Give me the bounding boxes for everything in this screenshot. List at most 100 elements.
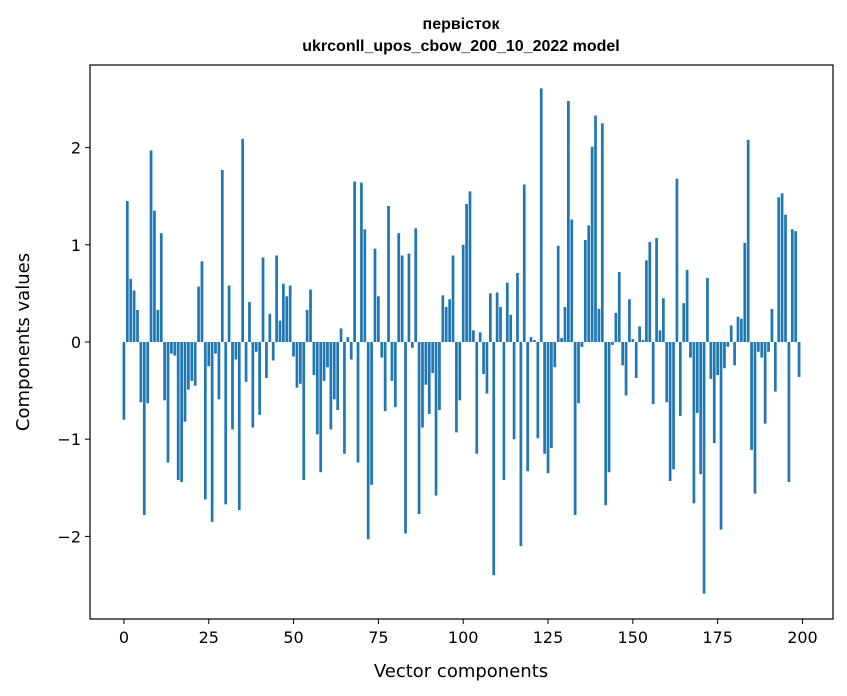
bar [672, 342, 675, 470]
y-tick-label: −1 [57, 430, 81, 449]
bar [353, 181, 356, 342]
bar [224, 342, 228, 505]
bar [692, 342, 696, 504]
bar [377, 296, 380, 342]
bar [390, 342, 394, 381]
x-tick-label: 0 [119, 628, 129, 647]
bar [265, 342, 268, 378]
bar [485, 342, 489, 394]
bar [526, 342, 530, 472]
bar [451, 255, 455, 342]
bar [346, 337, 350, 342]
bar [600, 123, 604, 342]
bar [360, 182, 363, 342]
bar [757, 342, 760, 352]
bar [146, 342, 150, 404]
bar [159, 233, 163, 342]
bar [210, 342, 214, 522]
bar [373, 248, 377, 342]
bar [410, 342, 414, 348]
bar [502, 342, 506, 481]
bar [614, 312, 618, 342]
bar [400, 255, 404, 342]
x-tick-label: 50 [283, 628, 303, 647]
bar [444, 307, 448, 342]
bar [475, 342, 479, 454]
bar [729, 325, 733, 342]
bar [529, 337, 533, 342]
bar [142, 342, 146, 515]
bar [488, 293, 492, 342]
bar [743, 242, 747, 342]
bar [536, 342, 540, 439]
bar [292, 342, 295, 357]
bar [699, 342, 703, 475]
bar [217, 342, 221, 400]
x-tick-label: 150 [618, 628, 649, 647]
x-axis: 0 25 50 75 100 125 150 175 200 [119, 619, 818, 647]
x-tick-label: 75 [368, 628, 388, 647]
x-axis-label: Vector components [374, 661, 548, 682]
bar [516, 272, 519, 342]
bar [309, 289, 312, 342]
bar [129, 278, 133, 342]
y-axis-label: Components values [13, 253, 34, 431]
bar [539, 88, 543, 342]
bar [275, 255, 278, 342]
bar [519, 342, 523, 547]
bar [305, 309, 309, 342]
bar [797, 342, 801, 377]
bar [166, 342, 170, 463]
bar [658, 330, 662, 342]
bar [482, 342, 485, 375]
bar [366, 342, 370, 540]
bar [648, 241, 652, 342]
bar [214, 342, 217, 354]
bar [380, 342, 384, 358]
bar [570, 219, 574, 342]
bar [773, 342, 777, 392]
bar [319, 342, 323, 473]
bar [163, 342, 166, 401]
bar [638, 326, 641, 342]
bar [261, 257, 265, 342]
bar [716, 342, 719, 376]
bar [767, 342, 770, 352]
bar [203, 342, 207, 500]
bar [170, 342, 173, 354]
bar [234, 342, 238, 360]
bar [709, 342, 713, 379]
bar [455, 342, 458, 433]
bar [461, 244, 465, 342]
bar [448, 299, 451, 342]
bar [702, 342, 706, 594]
bar [750, 342, 753, 450]
bar [777, 197, 781, 342]
bar [662, 298, 665, 342]
bar [580, 342, 584, 347]
bar [634, 342, 638, 378]
bar [241, 138, 245, 342]
bar [655, 238, 658, 342]
y-tick-label: 1 [71, 236, 81, 255]
bar [641, 340, 645, 342]
bar [597, 308, 601, 342]
bar [577, 342, 580, 404]
bar [207, 342, 211, 367]
bar [237, 342, 241, 511]
bar [553, 342, 557, 368]
bar [682, 303, 686, 342]
y-tick-label: −2 [57, 527, 81, 546]
bar [383, 342, 387, 412]
bar [645, 260, 648, 342]
bar [441, 295, 445, 342]
bar [784, 214, 787, 342]
bar [285, 296, 289, 342]
bar [180, 342, 183, 482]
bar [322, 342, 326, 381]
bar [678, 342, 682, 416]
bar [753, 342, 757, 494]
y-axis: −2 −1 0 1 2 [57, 139, 90, 546]
bar [624, 342, 628, 396]
